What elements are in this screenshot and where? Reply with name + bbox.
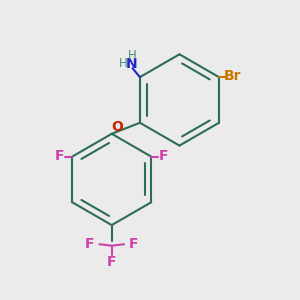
Text: F: F [107, 255, 116, 269]
Text: N: N [126, 57, 138, 71]
Text: H: H [128, 50, 136, 62]
Text: O: O [112, 120, 124, 134]
Text: Br: Br [224, 69, 242, 83]
Text: F: F [159, 149, 169, 163]
Text: F: F [55, 149, 64, 163]
Text: H: H [119, 57, 128, 70]
Text: F: F [85, 237, 94, 250]
Text: F: F [129, 237, 139, 250]
